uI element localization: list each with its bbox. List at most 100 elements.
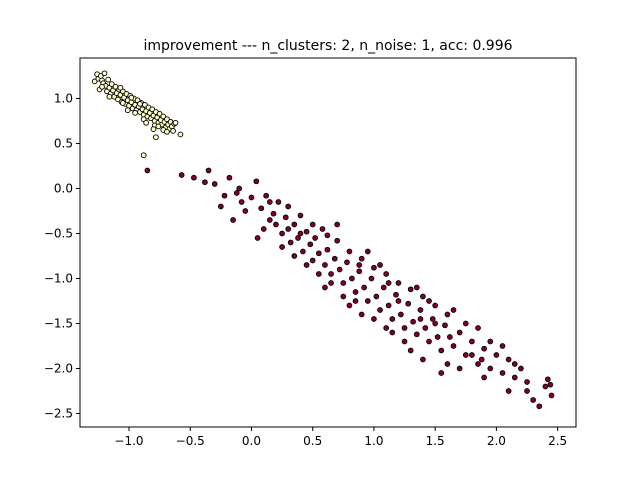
scatter-point-series-1-128 — [450, 307, 457, 313]
scatter-point-series-1-101 — [407, 347, 414, 354]
scatter-point-series-1-99 — [377, 262, 383, 268]
scatter-point-series-1-137 — [356, 262, 363, 268]
scatter-point-series-1-42 — [349, 275, 355, 282]
scatter-point-series-1-67 — [426, 338, 432, 345]
scatter-point-series-0-52 — [156, 110, 163, 117]
scatter-point-series-1-50 — [373, 293, 380, 300]
scatter-point-series-1-10 — [242, 208, 249, 214]
scatter-point-series-1-21 — [285, 226, 292, 232]
scatter-point-series-1-68 — [429, 316, 436, 322]
scatter-point-series-1-33 — [322, 262, 328, 268]
scatter-point-series-0-13 — [108, 81, 115, 87]
scatter-point-series-1-66 — [422, 325, 429, 331]
scatter-point-series-1-120 — [279, 244, 285, 250]
scatter-point-series-0-81 — [99, 83, 105, 90]
scatter-point-series-0-78 — [177, 131, 184, 138]
scatter-point-series-1-24 — [295, 235, 301, 241]
scatter-point-series-0-79 — [153, 134, 159, 141]
plot-frame — [79, 57, 577, 428]
scatter-point-series-1-127 — [432, 320, 439, 327]
scatter-point-series-1-48 — [368, 275, 375, 282]
scatter-point-series-0-83 — [155, 123, 162, 130]
scatter-point-series-1-39 — [340, 280, 347, 286]
scatter-point-series-1-25 — [297, 212, 304, 219]
scatter-point-series-1-102 — [426, 298, 432, 304]
scatter-point-series-1-8 — [233, 190, 240, 196]
scatter-point-series-1-13 — [258, 205, 265, 212]
scatter-point-series-1-32 — [319, 226, 326, 232]
scatter-point-series-1-12 — [253, 178, 260, 185]
chart-title: improvement --- n_clusters: 2, n_noise: … — [143, 38, 512, 54]
scatter-point-series-1-26 — [300, 248, 306, 255]
scatter-point-series-1-138 — [385, 280, 392, 286]
scatter-point-series-0-0 — [91, 78, 98, 85]
scatter-point-series-1-74 — [450, 343, 457, 349]
scatter-point-series-1-41 — [346, 248, 353, 255]
scatter-point-series-1-11 — [248, 194, 255, 201]
scatter-point-series-1-44 — [356, 268, 363, 275]
scatter-point-series-0-63 — [170, 128, 176, 134]
scatter-point-series-1-131 — [511, 361, 518, 367]
x-tick-label: 2.5 — [548, 434, 567, 448]
scatter-point-series-1-57 — [395, 280, 402, 286]
scatter-point-series-1-77 — [469, 338, 475, 345]
scatter-point-series-1-5 — [217, 203, 224, 210]
scatter-point-series-0-67 — [132, 110, 138, 116]
scatter-point-series-1-135 — [297, 230, 304, 237]
scatter-point-series-1-108 — [315, 271, 322, 277]
scatter-point-series-1-83 — [505, 356, 512, 363]
scatter-point-series-1-91 — [547, 381, 554, 388]
scatter-point-series-1-63 — [413, 331, 420, 338]
scatter-point-series-1-49 — [371, 264, 377, 271]
scatter-point-series-1-6 — [221, 192, 228, 199]
scatter-point-series-1-105 — [481, 374, 488, 381]
scatter-point-series-0-77 — [150, 126, 157, 132]
scatter-point-series-1-47 — [364, 298, 371, 304]
scatter-point-series-1-94 — [309, 221, 316, 228]
scatter-point-series-1-78 — [475, 361, 481, 367]
scatter-point-series-1-80 — [487, 365, 494, 372]
scatter-point-series-1-98 — [364, 248, 371, 255]
scatter-point-series-0-75 — [137, 101, 143, 107]
scatter-point-series-1-85 — [518, 365, 524, 372]
scatter-point-series-1-65 — [420, 293, 426, 300]
scatter-point-series-1-69 — [432, 302, 439, 309]
scatter-point-series-1-109 — [340, 293, 347, 300]
y-tick-label: −2.0 — [44, 362, 73, 376]
scatter-point-series-1-43 — [352, 289, 359, 295]
scatter-point-series-1-56 — [393, 291, 399, 298]
scatter-point-series-1-126 — [413, 284, 420, 291]
scatter-point-series-1-54 — [385, 302, 392, 309]
scatter-point-series-1-95 — [334, 221, 341, 228]
scatter-point-series-1-61 — [407, 286, 414, 293]
scatter-point-series-1-64 — [417, 307, 424, 313]
scatter-point-series-0-80 — [140, 152, 147, 159]
scatter-point-series-1-19 — [279, 230, 285, 237]
scatter-point-series-1-117 — [505, 388, 512, 394]
scatter-point-series-1-59 — [401, 325, 408, 331]
scatter-point-series-1-92 — [260, 226, 267, 232]
y-tick-label: −1.5 — [44, 317, 73, 331]
scatter-point-series-0-74 — [128, 94, 135, 101]
scatter-point-series-1-115 — [456, 365, 463, 372]
scatter-point-series-1-31 — [315, 250, 322, 257]
scatter-point-series-1-110 — [358, 311, 365, 318]
scatter-point-series-0-7 — [101, 70, 108, 77]
y-tick-label: 0.5 — [54, 137, 73, 151]
scatter-point-series-0-65 — [172, 119, 179, 126]
scatter-point-series-1-28 — [307, 241, 314, 248]
scatter-point-series-1-73 — [444, 311, 451, 318]
scatter-point-series-1-82 — [499, 370, 506, 376]
scatter-point-series-1-4 — [211, 181, 218, 187]
scatter-point-series-1-30 — [312, 235, 318, 241]
axes-layer: −1.0 −0.5 0.0 0.5 1.0 1.5 2.0 2.5 −2.5 −2.0 −1.5 −1… — [44, 57, 577, 448]
scatter-point-series-1-96 — [322, 284, 328, 291]
scatter-point-series-1-124 — [371, 316, 377, 322]
scatter-point-series-1-119 — [254, 235, 261, 241]
scatter-point-series-1-134 — [266, 199, 273, 205]
x-tick-label: 0.5 — [303, 434, 322, 448]
scatter-point-series-0-66 — [120, 100, 126, 106]
scatter-point-series-1-132 — [205, 167, 212, 174]
scatter-point-series-1-72 — [442, 322, 448, 329]
